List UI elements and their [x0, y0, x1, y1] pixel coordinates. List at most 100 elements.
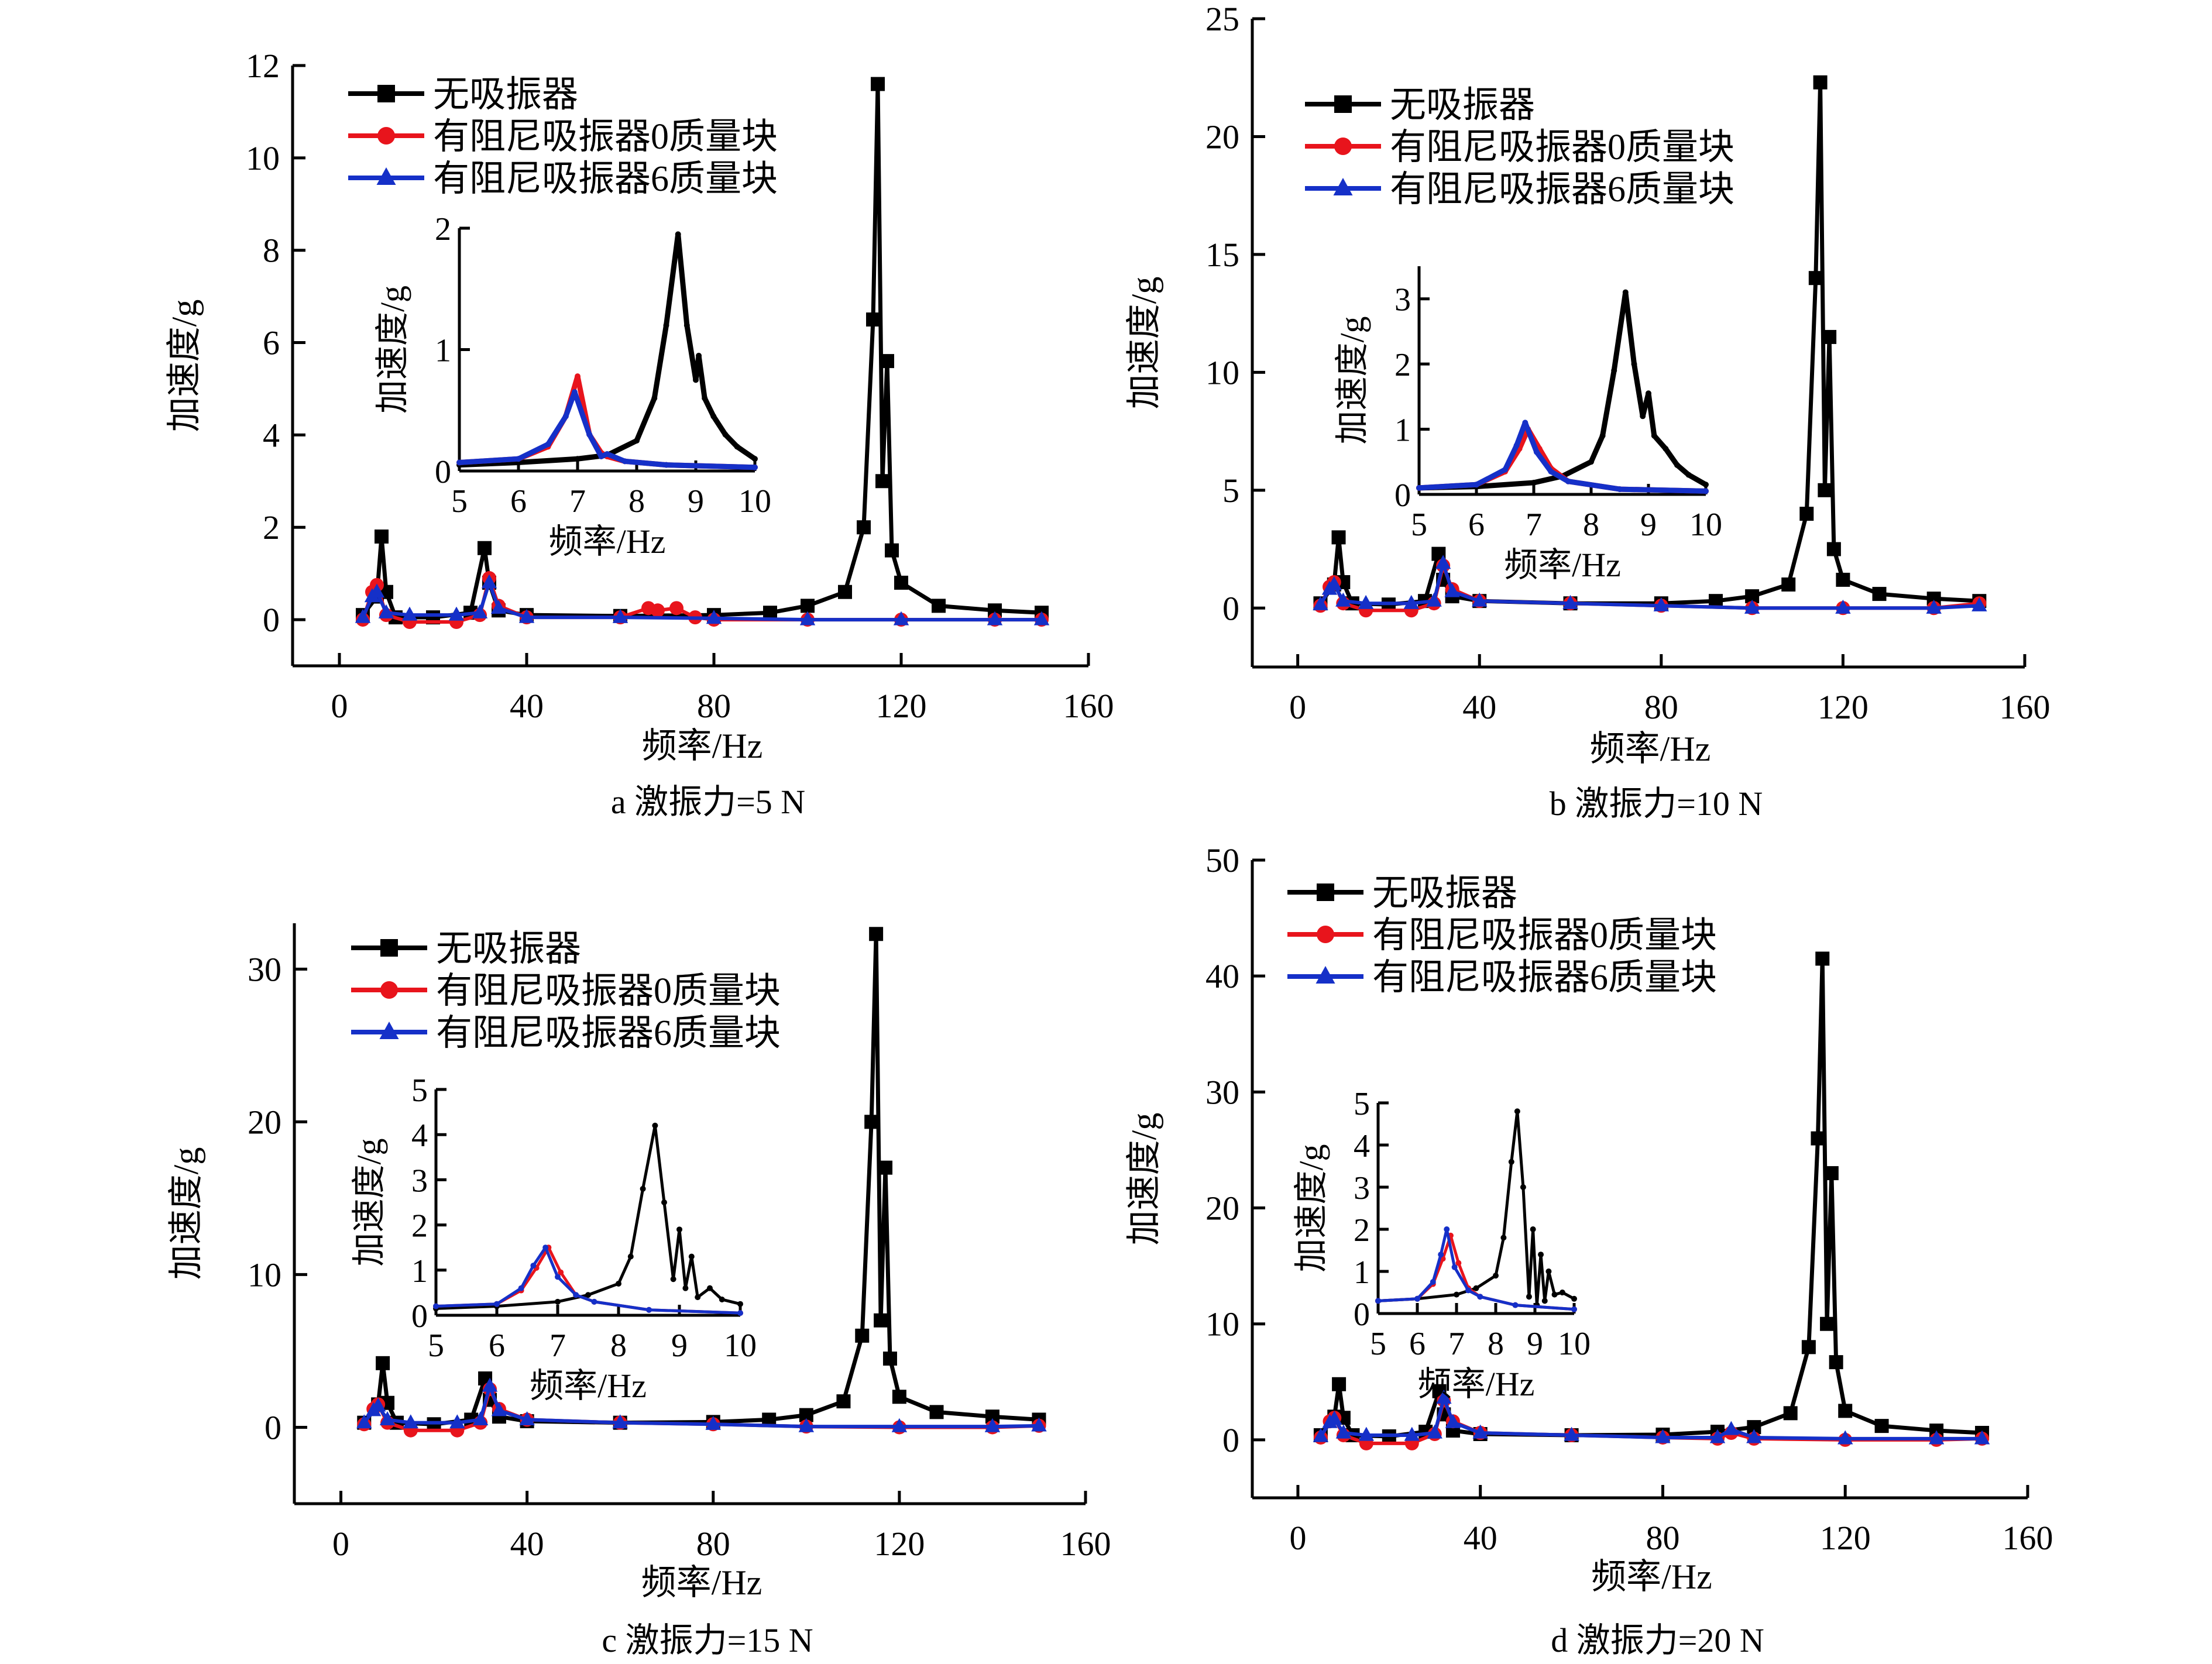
- panel-caption: b 激振力=10 N: [1550, 785, 1763, 823]
- data-point: [1811, 1131, 1825, 1146]
- inset-data-point: [575, 373, 581, 380]
- inset-data-point: [1571, 1295, 1577, 1302]
- inset-y-tick-label: 3: [1394, 282, 1411, 318]
- inset-x-tick-label: 6: [1468, 507, 1485, 543]
- inset-data-point: [530, 1263, 537, 1269]
- inset-x-tick-label: 9: [1527, 1326, 1543, 1362]
- inset-x-tick-label: 5: [1370, 1326, 1386, 1362]
- data-point: [1835, 599, 1851, 614]
- inset-data-point: [562, 413, 569, 420]
- inset-data-point: [573, 1292, 579, 1298]
- data-point: [1562, 594, 1578, 609]
- inset-data-point: [1545, 1268, 1552, 1274]
- data-point: [519, 1411, 535, 1426]
- inset-data-point: [1565, 478, 1571, 484]
- data-point: [1326, 576, 1342, 590]
- y-tick-label: 10: [1205, 1305, 1239, 1343]
- data-point: [1874, 1419, 1889, 1433]
- inset-data-point: [1414, 1295, 1420, 1302]
- inset-data-point: [1651, 432, 1657, 439]
- inset-data-point: [1599, 432, 1606, 439]
- inset-x-tick-label: 7: [1448, 1326, 1465, 1362]
- inset-x-tick-label: 10: [724, 1328, 757, 1364]
- x-tick-label: 80: [1646, 1519, 1679, 1557]
- data-point: [1872, 587, 1887, 601]
- data-point: [885, 543, 899, 558]
- inset-data-point: [1526, 1294, 1532, 1300]
- inset-y-tick-label: 1: [1354, 1254, 1370, 1291]
- data-point: [1971, 597, 1987, 611]
- panel-caption: c 激振力=15 N: [602, 1621, 813, 1659]
- data-point: [1332, 1377, 1347, 1391]
- legend-marker-circle: [380, 981, 398, 999]
- inset-data-point: [1640, 413, 1646, 420]
- data-point: [448, 606, 465, 621]
- inset-data-point: [1703, 488, 1709, 494]
- inset-x-tick-label: 8: [1583, 507, 1599, 543]
- data-point: [1709, 1429, 1726, 1443]
- inset-y-axis-title: 加速度/g: [373, 286, 411, 414]
- inset-x-tick-label: 9: [1640, 507, 1657, 543]
- inset-x-axis-title: 频率/Hz: [1504, 546, 1621, 584]
- data-point: [1564, 1426, 1579, 1441]
- data-point: [1313, 596, 1328, 610]
- legend-label: 有阻尼吸振器0质量块: [1390, 128, 1734, 167]
- data-point: [401, 606, 418, 621]
- inset-series-line-no-absorber: [435, 1124, 741, 1310]
- inset-data-point: [598, 453, 604, 460]
- y-axis-title: 加速度/g: [1125, 277, 1163, 410]
- legend-label: 无吸振器: [436, 929, 581, 969]
- inset-x-tick-label: 5: [451, 483, 468, 520]
- inset-x-tick-label: 6: [510, 483, 527, 520]
- inset-data-point: [1631, 361, 1637, 367]
- data-point: [857, 520, 871, 535]
- inset-data-point: [1477, 1294, 1483, 1300]
- inset-data-point: [571, 389, 578, 396]
- data-point: [1033, 611, 1050, 625]
- x-tick-label: 160: [1063, 687, 1114, 725]
- y-axis-title: 加速度/g: [1125, 1113, 1163, 1246]
- inset-data-point: [621, 458, 628, 465]
- inset-series-line-damped-0-mass: [1418, 427, 1706, 494]
- inset-y-tick-label: 1: [435, 333, 451, 369]
- inset-data-point: [661, 1199, 667, 1205]
- x-tick-label: 0: [332, 1525, 349, 1563]
- inset-data-point: [1663, 446, 1669, 452]
- data-point: [929, 1405, 944, 1419]
- data-point: [1837, 1430, 1853, 1445]
- inset-data-point: [1473, 482, 1479, 488]
- data-point: [403, 1414, 419, 1429]
- y-tick-label: 5: [1222, 472, 1239, 510]
- legend-marker-square: [377, 85, 395, 102]
- x-tick-label: 120: [876, 687, 927, 725]
- data-point: [1358, 594, 1374, 609]
- inset-data-point: [456, 459, 462, 466]
- inset-data-point: [670, 1276, 676, 1283]
- data-point: [669, 601, 683, 616]
- legend-label: 有阻尼吸振器6质量块: [1372, 958, 1717, 998]
- inset-data-point: [752, 464, 758, 470]
- inset-x-tick-label: 10: [1558, 1326, 1591, 1362]
- data-point: [1746, 1429, 1762, 1443]
- inset-data-point: [737, 1301, 743, 1307]
- y-tick-label: 20: [1205, 1189, 1239, 1228]
- x-tick-label: 0: [1289, 688, 1306, 726]
- y-tick-label: 10: [1205, 353, 1239, 391]
- inset-x-tick-label: 6: [1409, 1326, 1426, 1362]
- data-point: [1822, 329, 1837, 344]
- inset-data-point: [1530, 1226, 1536, 1232]
- data-point: [369, 583, 385, 598]
- inset-data-point: [1502, 466, 1508, 473]
- data-point: [838, 585, 852, 599]
- data-point: [1824, 1166, 1839, 1181]
- y-tick-label: 0: [1222, 1421, 1239, 1459]
- data-point: [1313, 1428, 1329, 1442]
- x-tick-label: 160: [2003, 1519, 2053, 1557]
- data-point: [481, 574, 497, 589]
- inset-data-point: [433, 1303, 439, 1309]
- x-tick-label: 40: [1462, 688, 1496, 726]
- data-point: [1653, 597, 1670, 611]
- inset-data-point: [575, 456, 581, 462]
